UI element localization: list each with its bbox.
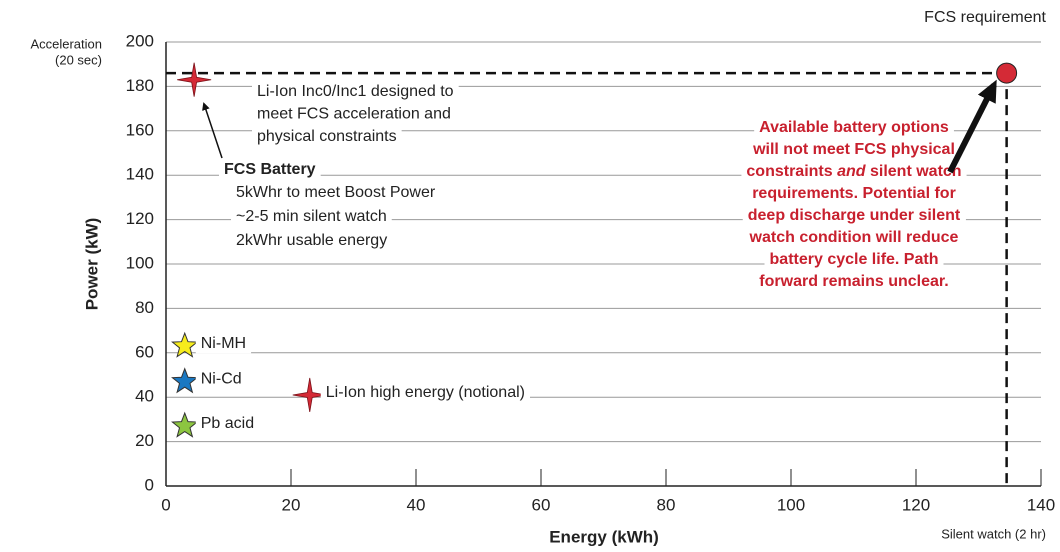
point-label: Ni-Cd (201, 371, 242, 388)
y-tick-label: 180 (126, 76, 154, 95)
y-tick-label: 100 (126, 253, 154, 272)
annotation-text: watch condition will reduce (749, 229, 959, 246)
text-background (754, 118, 954, 138)
x-tick-label: 0 (161, 495, 170, 514)
text-background (747, 184, 961, 204)
annotation-text-part: battery cycle life. Path (770, 251, 939, 268)
text-background (195, 334, 252, 354)
annotation-text: Available battery options (759, 119, 949, 136)
annotation-text-part: watch condition will reduce (749, 229, 959, 246)
text-background (231, 183, 441, 203)
annotation-text: requirements. Potential for (752, 185, 956, 202)
annotation-text-part: Li-Ion high energy (notional) (326, 384, 525, 401)
x-tick-label: 100 (777, 495, 805, 514)
x-end-label: Silent watch (2 hr) (941, 526, 1046, 541)
x-axis-title: Energy (kWh) (549, 527, 659, 546)
annotation-text: 2kWhr usable energy (236, 232, 387, 249)
x-tick-label: 40 (407, 495, 426, 514)
x-tick-label: 60 (532, 495, 551, 514)
text-background (231, 231, 393, 251)
point (996, 62, 1018, 84)
text-background (231, 207, 392, 227)
annotation-text-part: Ni-MH (201, 335, 246, 352)
annotation-text-part: ~2-5 min silent watch (236, 208, 387, 225)
annotation-text-part: 2kWhr usable energy (236, 232, 387, 249)
point-label: Ni-MH (201, 335, 246, 352)
arrow (202, 102, 223, 159)
annotation-text-part: physical constraints (257, 128, 397, 145)
y-tick-label: 140 (126, 165, 154, 184)
x-tick-label: 120 (902, 495, 930, 514)
annotation-text-part: constraints (746, 163, 837, 180)
annotation-text-part: forward remains unclear. (759, 273, 948, 290)
y-tick-label: 120 (126, 209, 154, 228)
annotation-text: deep discharge under silent (748, 207, 961, 224)
y-tick-label: 20 (135, 431, 154, 450)
text-background (747, 140, 960, 160)
text-background (742, 206, 966, 226)
text-background (195, 414, 260, 434)
arrow (947, 79, 997, 174)
x-tick-label: 140 (1027, 495, 1055, 514)
text-background (764, 250, 944, 270)
annotation-text: will not meet FCS physical (752, 141, 955, 158)
annotation-text: constraints and silent watch (746, 163, 961, 180)
annotation-text-part: deep discharge under silent (748, 207, 961, 224)
annotation-text: meet FCS acceleration and (257, 106, 451, 123)
point-label: Pb acid (201, 415, 254, 432)
text-background (754, 272, 954, 292)
point (177, 62, 212, 97)
annotation-text: physical constraints (257, 128, 397, 145)
y-tick-label: 60 (135, 342, 154, 361)
annotation-text-part: Pb acid (201, 415, 254, 432)
annotation-text: 5kWhr to meet Boost Power (236, 184, 436, 201)
annotation-text: battery cycle life. Path (770, 251, 939, 268)
annotation-text-part: FCS Battery (224, 161, 316, 178)
annotation-text-part: silent watch (866, 163, 962, 180)
annotation-text-part: Available battery options (759, 119, 949, 136)
point (171, 331, 199, 358)
y-tick-label: 80 (135, 298, 154, 317)
annotation-text-part: and (837, 163, 867, 180)
text-background (743, 228, 964, 248)
annotation-text: forward remains unclear. (759, 273, 948, 290)
y-tick-label: 40 (135, 387, 154, 406)
text-background (252, 82, 459, 102)
y-end-label: (20 sec) (55, 52, 102, 67)
annotation-text: Li-Ion Inc0/Inc1 designed to (257, 83, 454, 100)
text-background (741, 162, 967, 182)
annotation-text-part: will not meet FCS physical (752, 141, 955, 158)
requirement-label: FCS requirement (924, 9, 1046, 26)
x-tick-label: 80 (657, 495, 676, 514)
text-background (252, 104, 456, 124)
x-tick-label: 20 (282, 495, 301, 514)
annotation-text-part: meet FCS acceleration and (257, 106, 451, 123)
y-tick-label: 0 (145, 475, 154, 494)
y-tick-label: 200 (126, 31, 154, 50)
annotation-heading: FCS Battery (224, 161, 316, 178)
text-background (320, 383, 530, 403)
y-axis-title: Power (kW) (82, 218, 101, 311)
y-end-label: Acceleration (30, 36, 102, 51)
text-background (195, 369, 247, 389)
annotation-text-part: 5kWhr to meet Boost Power (236, 184, 436, 201)
point (292, 377, 327, 413)
point-label: Li-Ion high energy (notional) (326, 384, 525, 401)
annotation-text-part: Li-Ion Inc0/Inc1 designed to (257, 83, 454, 100)
annotation-text-part: requirements. Potential for (752, 185, 956, 202)
annotation-text-part: Ni-Cd (201, 371, 242, 388)
text-background (219, 160, 321, 180)
point (171, 367, 199, 394)
text-background (252, 127, 402, 147)
annotation-text: ~2-5 min silent watch (236, 208, 387, 225)
point (171, 411, 199, 438)
y-tick-label: 160 (126, 120, 154, 139)
